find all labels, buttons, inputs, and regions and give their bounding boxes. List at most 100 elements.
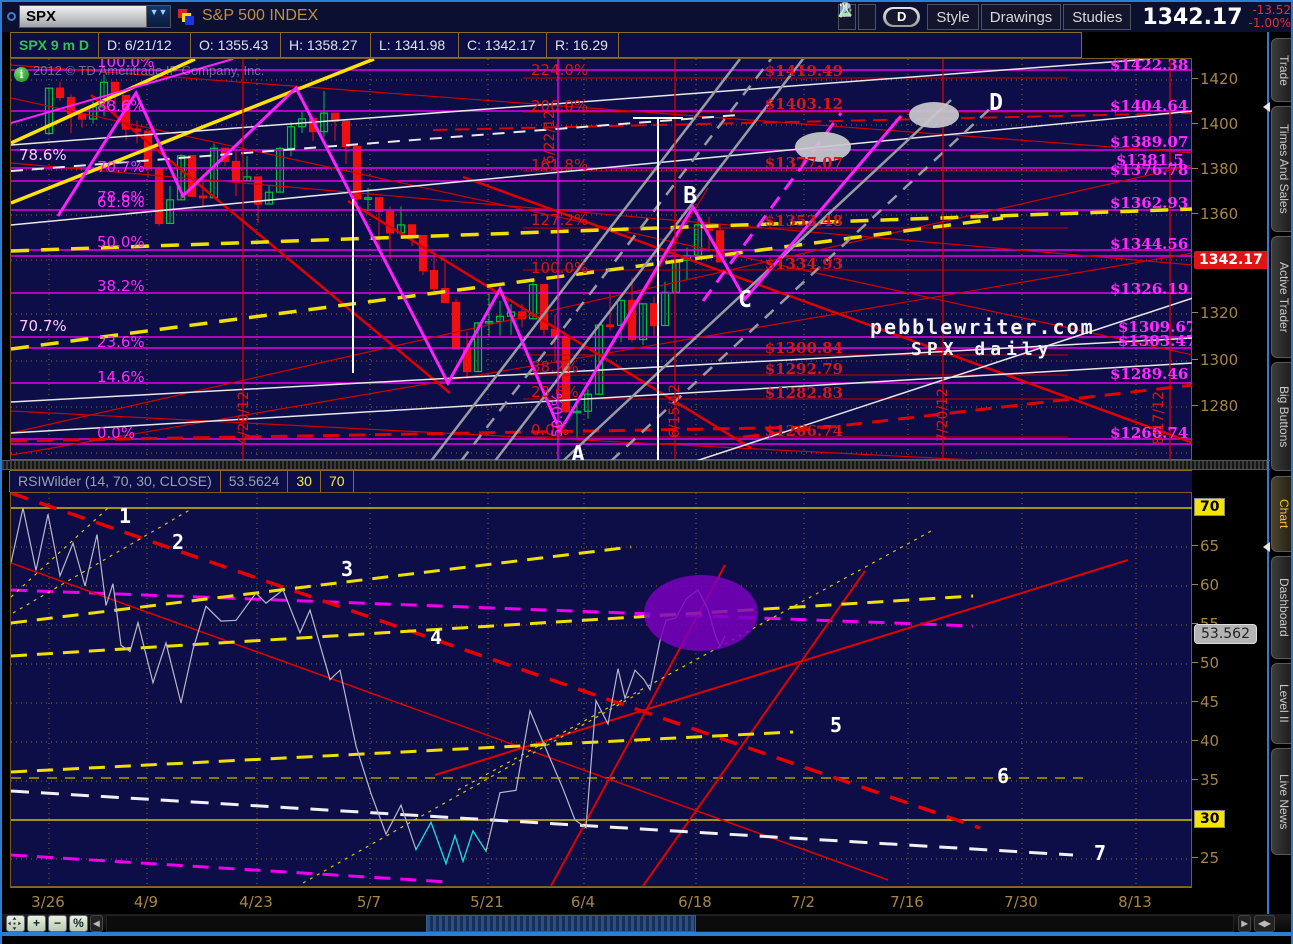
studies-button[interactable]: Studies <box>838 2 1132 30</box>
rsi-oversold-setting: 30 <box>287 471 321 492</box>
rsi-tick: 35 <box>1191 771 1220 789</box>
svg-text:D: D <box>989 90 1003 116</box>
date-tick: 7/16 <box>890 893 924 911</box>
rsi-annotations: 1 2 3 4 5 6 7 <box>119 504 1106 865</box>
time-scrollbar-thumb[interactable] <box>426 915 696 932</box>
svg-text:7/20/12: 7/20/12 <box>935 388 951 442</box>
main-drawings <box>11 59 1193 461</box>
sidebar-tab-trade[interactable]: Trade <box>1271 38 1291 102</box>
price-axis[interactable]: 1420 1400 1380 1360 1320 1300 1280 1342.17 <box>1191 58 1268 460</box>
svg-text:224.0%: 224.0% <box>531 61 588 79</box>
price-tick: 1280 <box>1191 397 1239 415</box>
date-tick: 3/26 <box>31 893 65 911</box>
timeframe-resize-button[interactable]: ◂▸ <box>1254 915 1275 932</box>
symbol-combo[interactable]: SPX ▼▼ <box>19 5 171 28</box>
last-price-badge: 1342.17 <box>1194 251 1268 269</box>
rsi-band-badge: 70 <box>1194 498 1226 516</box>
sidebar-accent-line <box>1267 32 1269 934</box>
flask-icon <box>838 2 852 17</box>
svg-text:50.0%: 50.0% <box>550 393 566 437</box>
symbol-dropdown-icon[interactable]: ▼▼ <box>146 6 170 27</box>
main-chart-canvas[interactable]: 100.0% 88.6% 78.6% 70.7% 61.8% 50.0% 38.2% 23.6… <box>11 59 1193 461</box>
style-button[interactable]: Style <box>840 3 979 30</box>
style-label: Style <box>936 8 970 26</box>
rsi-tick: 25 <box>1191 849 1220 867</box>
link-color-dot[interactable] <box>7 12 16 21</box>
sidebar-tab-live-news[interactable]: Live News <box>1271 748 1291 855</box>
svg-text:78.6%: 78.6% <box>19 146 67 164</box>
svg-text:C: C <box>738 287 752 313</box>
rsi-value: 53.5624 <box>219 471 289 492</box>
sidebar-tab-label: Trade <box>1277 54 1291 86</box>
sidebar-tab-active-trader[interactable]: Active Trader <box>1271 236 1291 358</box>
window-bottom-border <box>2 932 1291 936</box>
date-axis[interactable]: 3/26 4/9 4/23 5/7 5/21 6/4 6/18 7/2 7/16 7/30 8/13 <box>10 887 1192 914</box>
ohlc-close: C: 1342.17 <box>459 33 547 57</box>
svg-text:$1362.93: $1362.93 <box>1110 194 1188 212</box>
svg-text:70.7%: 70.7% <box>97 158 145 176</box>
svg-text:161.8%: 161.8% <box>531 156 588 174</box>
rsi-drawings <box>11 493 1193 887</box>
sidebar-tab-label: Dashboard <box>1277 578 1291 637</box>
pan-icon <box>7 916 22 931</box>
svg-text:$1377.07: $1377.07 <box>765 154 843 172</box>
right-sidebar: Trade Times And Sales Active Trader Big But… <box>1263 32 1291 934</box>
rsi-value-badge: 53.562 <box>1194 624 1257 644</box>
tools-button[interactable] <box>838 3 877 30</box>
rsi-band-badge: 30 <box>1194 810 1226 828</box>
watermark-line2: SPX daily <box>911 339 1054 360</box>
scroll-right-button[interactable]: ▸ <box>1238 915 1251 932</box>
svg-text:23.6%: 23.6% <box>97 333 145 351</box>
target-ellipse <box>909 102 959 128</box>
sidebar-tab-chart[interactable]: Chart <box>1271 476 1291 552</box>
pebblewriter-watermark: pebblewriter.com SPX daily <box>870 315 1095 360</box>
main-labels: 100.0% 88.6% 78.6% 70.7% 61.8% 50.0% 38.2% 23.6… <box>19 59 1193 461</box>
sidebar-tab-dashboard[interactable]: Dashboard <box>1271 556 1291 659</box>
rsi-tick: 40 <box>1191 732 1220 750</box>
symbol-input[interactable]: SPX <box>26 8 57 25</box>
info-icon[interactable]: i <box>14 67 29 82</box>
td-copyright-watermark: i 2012 © TD Ameritrade IP Company, Inc. <box>14 63 264 82</box>
svg-text:$1282.83: $1282.83 <box>765 384 843 402</box>
studies-label: Studies <box>1072 8 1123 26</box>
svg-text:38.2%: 38.2% <box>97 277 145 295</box>
sidebar-tab-label: Times And Sales <box>1277 124 1291 214</box>
svg-text:$1334.93: $1334.93 <box>765 255 843 273</box>
rsi-study-label[interactable]: RSIWilder (14, 70, 30, CLOSE) <box>9 471 221 492</box>
svg-text:$1389.07: $1389.07 <box>1110 133 1188 151</box>
price-tick: 1400 <box>1191 115 1239 133</box>
pan-tool-button[interactable] <box>6 915 25 932</box>
drawings-button[interactable]: Drawings <box>839 4 1062 30</box>
cascade-icon <box>178 9 194 25</box>
svg-text:$1422.38: $1422.38 <box>1110 59 1188 74</box>
sidebar-tab-big-buttons[interactable]: Big Buttons <box>1271 362 1291 471</box>
period-button[interactable]: D <box>883 7 921 27</box>
svg-text:7: 7 <box>1094 841 1106 865</box>
sidebar-tab-times-and-sales[interactable]: Times And Sales <box>1271 106 1291 232</box>
svg-text:0.0%: 0.0% <box>97 424 135 442</box>
svg-text:61.8%: 61.8% <box>97 193 145 211</box>
scroll-left-button[interactable]: ◂ <box>90 915 103 932</box>
zoom-in-button[interactable]: + <box>27 915 46 932</box>
main-chart-panel[interactable]: 100.0% 88.6% 78.6% 70.7% 61.8% 50.0% 38.2% 23.6… <box>10 58 1193 461</box>
svg-text:4/20/12: 4/20/12 <box>236 391 252 445</box>
ohlc-high: H: 1358.27 <box>281 33 371 57</box>
rsi-axis[interactable]: 6560555045403525703053.562 <box>1191 492 1268 887</box>
svg-text:127.2%: 127.2% <box>531 211 588 229</box>
ohlc-info-bar: SPX 9 m D D: 6/21/12 O: 1355.43 H: 1358.… <box>10 32 1082 58</box>
main-grid <box>11 59 1193 461</box>
zoom-out-button[interactable]: − <box>48 915 67 932</box>
panel-splitter[interactable] <box>2 460 1270 470</box>
svg-text:70.7%: 70.7% <box>19 317 67 335</box>
rsi-panel[interactable]: 1 2 3 4 5 6 7 <box>10 492 1193 888</box>
svg-text:1: 1 <box>119 504 131 528</box>
rsi-canvas[interactable]: 1 2 3 4 5 6 7 <box>11 493 1193 888</box>
percent-scale-button[interactable]: % <box>69 915 88 932</box>
date-tick: 8/13 <box>1118 893 1152 911</box>
svg-text:$1376.78: $1376.78 <box>1110 161 1188 179</box>
tab-pointer-arrow <box>1263 542 1270 552</box>
svg-text:23.6%: 23.6% <box>531 383 579 401</box>
svg-text:200.0%: 200.0% <box>531 97 588 115</box>
sidebar-tab-level-ii[interactable]: Level II <box>1271 663 1291 744</box>
